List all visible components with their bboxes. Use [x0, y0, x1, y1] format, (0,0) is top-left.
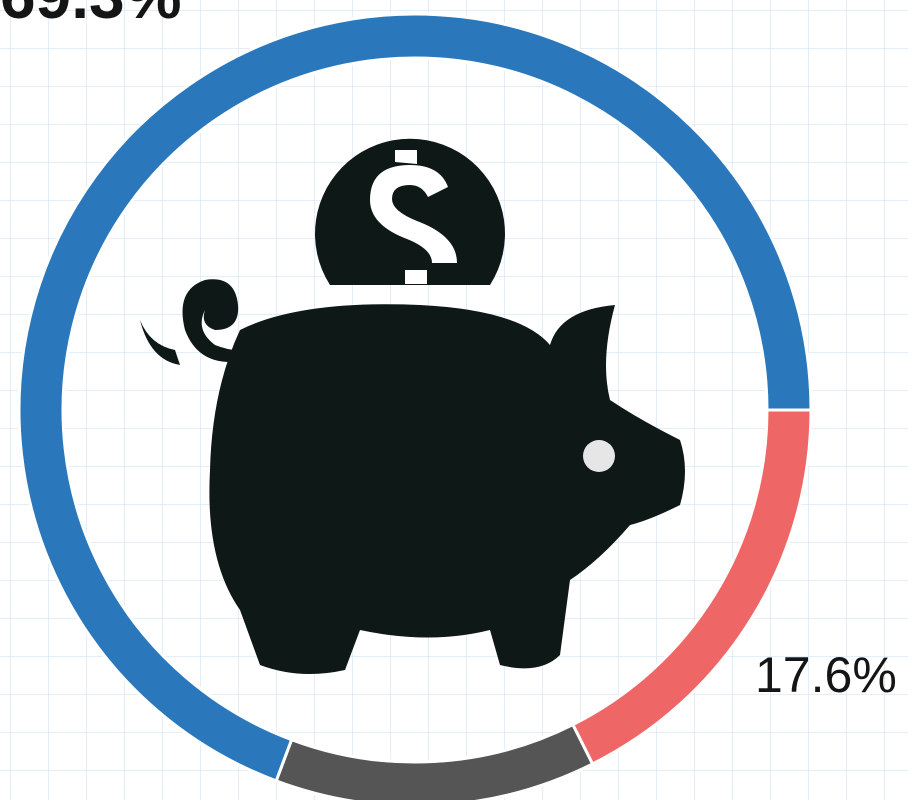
- slice-label: 69.3%: [0, 0, 181, 32]
- donut: [17, 12, 813, 800]
- slice-label: 17.6%: [755, 647, 897, 703]
- donut-slice: [17, 12, 813, 783]
- piggy-bank-icon: [140, 138, 685, 674]
